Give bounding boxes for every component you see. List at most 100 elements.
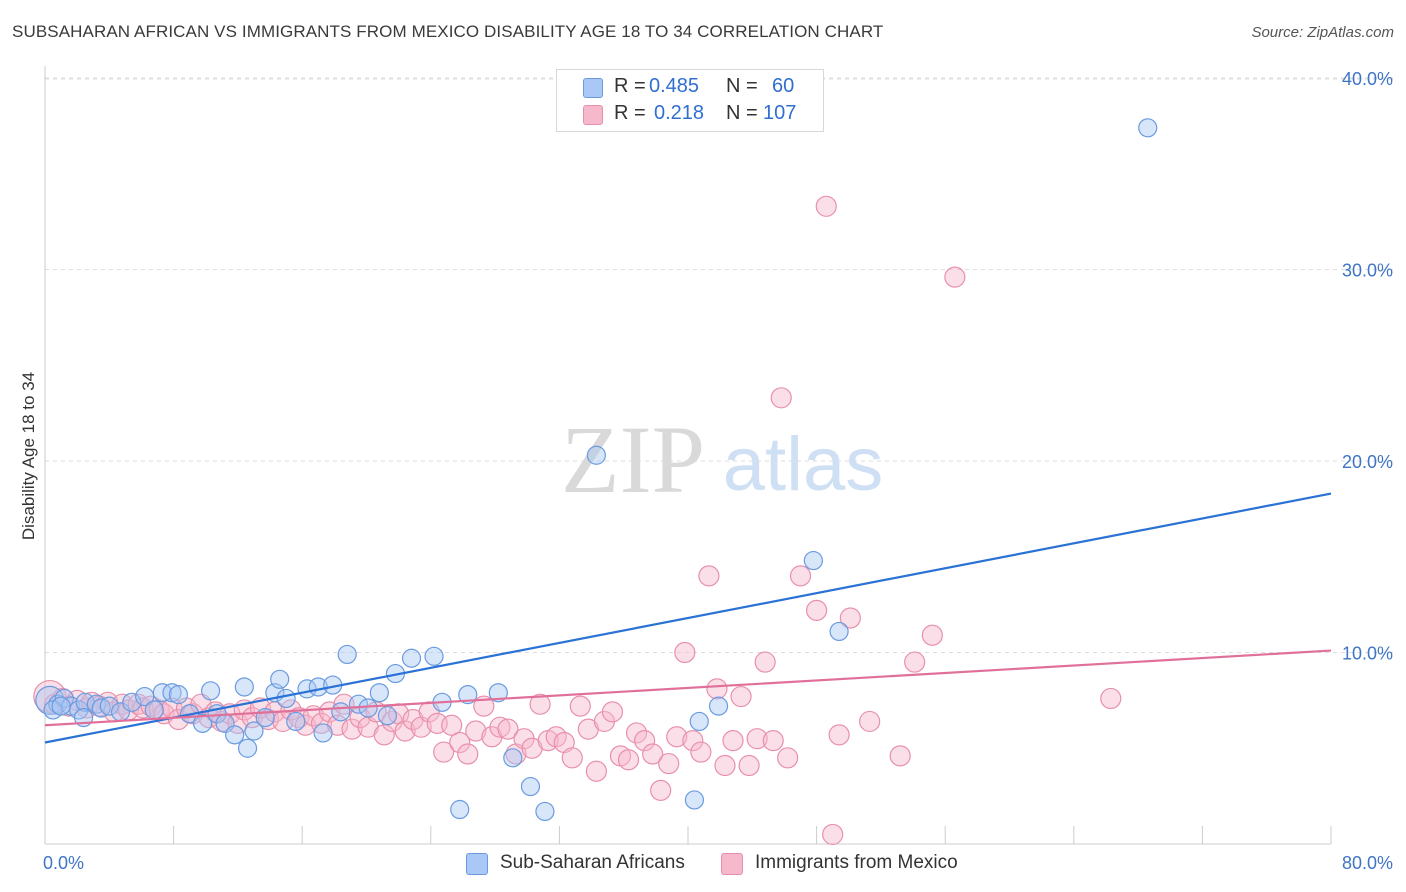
bottom-legend-swatch-pink — [721, 853, 743, 875]
data-point-subsaharan — [337, 644, 357, 665]
data-point-mexico — [770, 387, 792, 409]
y-tick-label: 10.0% — [1342, 644, 1393, 664]
data-point-subsaharan — [348, 694, 369, 714]
y-tick-label: 20.0% — [1342, 452, 1393, 472]
data-point-mexico — [441, 714, 463, 736]
legend-swatch-pink — [583, 105, 603, 125]
data-point-subsaharan — [369, 683, 389, 703]
legend-r-value-blue: 0.485 — [649, 75, 700, 97]
data-point-mexico — [746, 728, 768, 750]
x-tick-label: 0.0% — [43, 853, 84, 873]
data-point-mexico — [341, 718, 363, 740]
axis-layer — [44, 66, 1332, 845]
data-point-mexico — [762, 729, 784, 752]
data-point-mexico — [310, 712, 333, 734]
data-point-mexico — [889, 745, 911, 767]
data-point-mexico — [433, 741, 455, 763]
data-point-mexico — [394, 720, 416, 742]
bottom-legend-label-blue: Sub-Saharan Africans — [500, 852, 685, 873]
chart-source: Source: ZipAtlas.com — [1251, 24, 1394, 41]
data-point-mexico — [642, 743, 664, 765]
data-point-mexico — [859, 710, 881, 733]
data-point-mexico — [650, 779, 672, 801]
data-point-mexico — [904, 651, 926, 673]
data-point-subsaharan — [424, 646, 444, 666]
data-point-subsaharan — [803, 550, 823, 571]
data-point-mexico — [754, 651, 776, 673]
data-point-mexico — [497, 718, 519, 740]
data-point-mexico — [465, 720, 487, 742]
data-point-mexico — [617, 749, 640, 771]
data-point-subsaharan — [535, 801, 555, 822]
y-axis-label: Disability Age 18 to 34 — [19, 372, 38, 540]
data-point-mexico — [457, 743, 479, 765]
data-point-subsaharan — [144, 700, 164, 720]
watermark: ZIP atlas — [561, 406, 883, 513]
blue-series-points — [35, 118, 1158, 822]
data-point-mexico — [730, 685, 752, 708]
data-point-mexico — [777, 747, 799, 769]
data-point-subsaharan — [331, 702, 351, 722]
data-point-subsaharan — [244, 721, 264, 741]
data-point-subsaharan — [192, 713, 213, 733]
watermark-zip: ZIP — [561, 406, 705, 513]
data-point-subsaharan — [684, 790, 705, 810]
data-point-subsaharan — [270, 669, 290, 689]
data-point-mexico — [585, 760, 607, 782]
data-point-mexico — [489, 716, 511, 738]
data-point-subsaharan — [234, 677, 254, 697]
data-point-subsaharan — [488, 683, 508, 703]
data-point-mexico — [666, 726, 688, 748]
data-point-subsaharan — [51, 696, 71, 716]
legend-n-value-blue: 60 — [772, 75, 795, 97]
data-point-subsaharan — [1138, 118, 1158, 138]
legend-r-value-pink: 0.218 — [654, 102, 705, 124]
bottom-legend-swatch-blue — [466, 853, 488, 875]
legend-swatch-blue — [583, 78, 603, 98]
data-point-mexico — [714, 754, 736, 777]
legend-n-value-pink: 107 — [763, 102, 797, 124]
legend-r-label: R = — [614, 75, 646, 97]
correlation-legend: R = 0.485 N = 60 R = 0.218 N = 107 — [556, 69, 824, 132]
data-point-mexico — [601, 701, 624, 723]
grid-layer — [45, 77, 1394, 653]
data-point-subsaharan — [313, 723, 333, 743]
trend-lines — [44, 492, 1332, 744]
data-point-mexico — [682, 729, 704, 752]
legend-n-label: N = — [726, 102, 758, 124]
data-point-subsaharan — [458, 685, 478, 705]
data-point-mexico — [373, 724, 395, 746]
data-point-subsaharan — [358, 698, 378, 718]
data-point-subsaharan — [689, 711, 709, 732]
bottom-legend-label-pink: Immigrants from Mexico — [755, 852, 958, 873]
data-point-mexico — [822, 823, 844, 846]
data-point-mexico — [722, 729, 744, 752]
x-tick-label: 80.0% — [1342, 853, 1393, 873]
data-point-mexico — [698, 565, 720, 587]
trend-line-subsaharan — [44, 492, 1332, 744]
data-point-mexico — [633, 729, 656, 752]
data-point-subsaharan — [152, 683, 172, 703]
data-point-subsaharan — [237, 738, 258, 758]
data-point-subsaharan — [168, 685, 189, 705]
data-point-mexico — [805, 599, 828, 621]
data-point-mexico — [569, 695, 591, 717]
data-point-mexico — [839, 607, 861, 629]
data-point-mexico — [449, 731, 471, 754]
y-tick-label: 30.0% — [1342, 261, 1393, 281]
data-point-subsaharan — [225, 725, 245, 745]
data-point-subsaharan — [450, 799, 470, 820]
data-point-subsaharan — [586, 445, 606, 465]
data-point-mexico — [944, 266, 966, 288]
y-tick-label: 40.0% — [1342, 69, 1393, 89]
pink-series-points — [33, 195, 1122, 846]
data-point-mexico — [658, 752, 680, 775]
data-point-subsaharan — [708, 696, 729, 716]
data-point-subsaharan — [99, 696, 119, 716]
data-point-mexico — [789, 565, 812, 587]
data-point-mexico — [921, 624, 943, 646]
legend-r-label: R = — [614, 102, 646, 124]
data-point-subsaharan — [276, 688, 296, 709]
data-point-mexico — [674, 641, 696, 664]
